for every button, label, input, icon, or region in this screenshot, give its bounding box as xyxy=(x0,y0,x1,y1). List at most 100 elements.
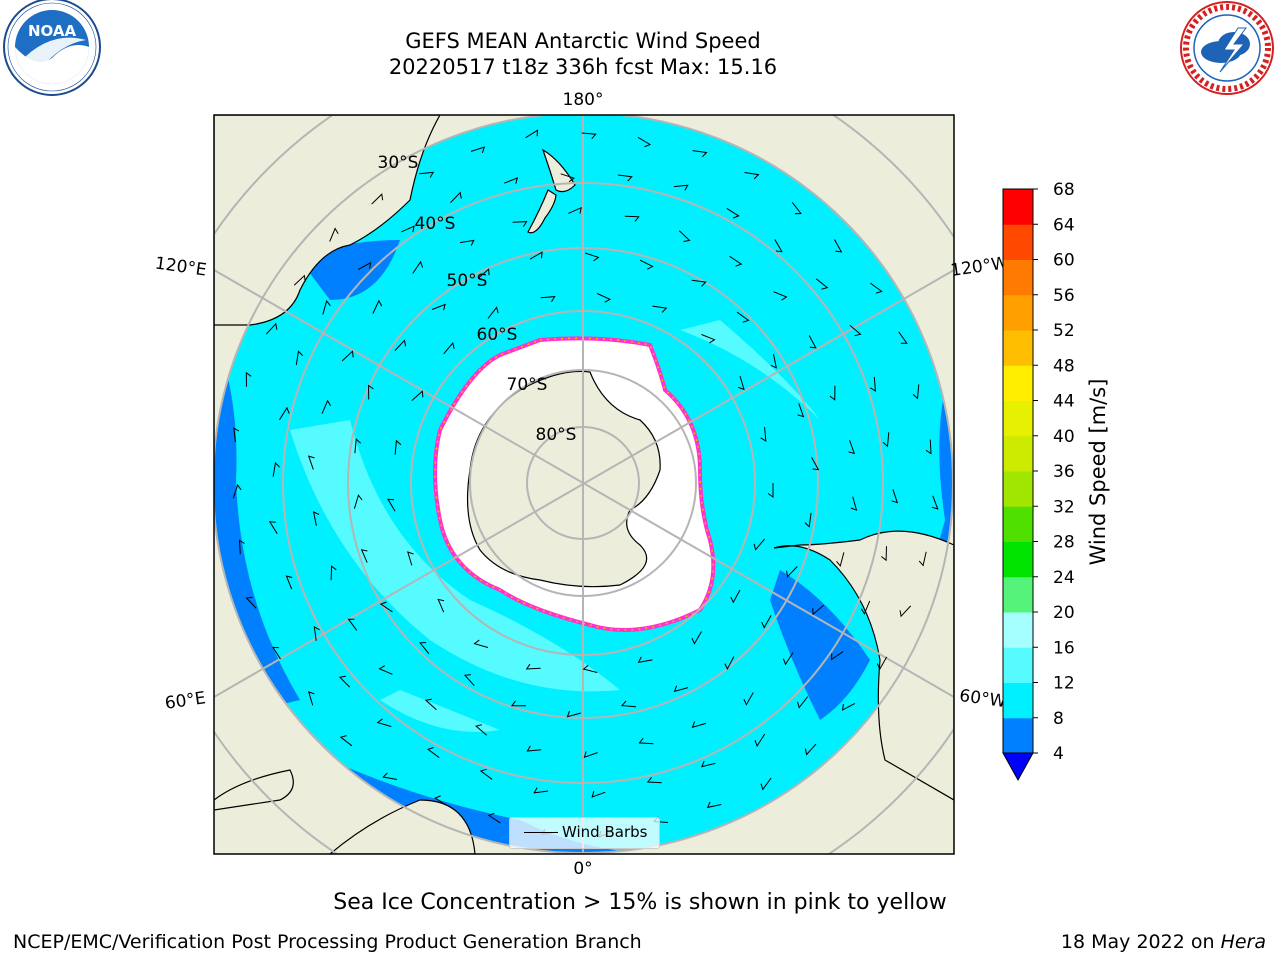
wind-barb xyxy=(744,172,760,180)
wind-barb xyxy=(394,339,407,351)
wind-barb xyxy=(512,221,528,227)
wind-barb xyxy=(925,439,932,455)
wind-barb xyxy=(525,129,539,139)
wind-barb xyxy=(473,639,489,648)
colorbar-tick-label: 8 xyxy=(1053,709,1064,729)
wind-barb xyxy=(638,737,654,745)
wind-barb xyxy=(459,239,475,246)
map-frame xyxy=(213,114,955,855)
wind-barb xyxy=(624,215,640,222)
colorbar-segment xyxy=(1003,647,1033,683)
wind-barb xyxy=(376,718,392,727)
colorbar-tick-label: 20 xyxy=(1053,603,1075,623)
footer-credit: NCEP/EMC/Verification Post Processing Pr… xyxy=(13,931,642,953)
antarctica xyxy=(433,336,716,632)
wind-barb xyxy=(272,461,280,477)
wind-barb xyxy=(882,432,890,448)
wind-barb xyxy=(797,696,809,709)
wind-barb xyxy=(691,721,707,728)
wind-barb xyxy=(463,674,475,687)
colorbar-segment xyxy=(1003,294,1033,331)
wind-barb xyxy=(761,615,772,629)
wind-barb xyxy=(620,700,637,708)
wind-barb xyxy=(568,206,582,214)
colorbar-segment xyxy=(1003,717,1033,754)
wind-barbs xyxy=(232,129,939,838)
wind-barb xyxy=(434,795,448,806)
wind-barb xyxy=(691,279,707,287)
wind-barb xyxy=(285,575,293,590)
wind-barb xyxy=(371,193,384,205)
wind-barb xyxy=(330,565,337,581)
wind-barb xyxy=(504,177,519,184)
wind-barb xyxy=(691,631,702,645)
colorbar-tick-label: 68 xyxy=(1053,180,1075,200)
colorbar-segment xyxy=(1003,400,1033,437)
wind-barb xyxy=(753,538,765,551)
wind-barb xyxy=(770,353,777,369)
noaa-logo-text: NOAA xyxy=(28,22,77,40)
footer-date-text: 18 May 2022 on xyxy=(1060,931,1221,953)
wind-barb xyxy=(596,293,611,303)
lon-label-180: 180° xyxy=(563,90,604,110)
wind-barb xyxy=(533,787,549,794)
wind-barb xyxy=(529,251,543,260)
wind-barb xyxy=(479,768,493,780)
wind-barb xyxy=(678,230,691,242)
lat-label-30s: 30°S xyxy=(378,153,419,173)
wind-barb xyxy=(815,278,829,290)
caption-text: Sea Ice Concentration > 15% is shown in … xyxy=(333,890,947,915)
wind-barb xyxy=(307,691,315,706)
wind-barb xyxy=(431,303,446,311)
colorbar-tick-label: 40 xyxy=(1053,427,1075,447)
lat-label-40s: 40°S xyxy=(415,214,456,234)
wind-barb xyxy=(560,173,576,183)
wind-barb xyxy=(831,651,844,661)
lat-label-80s: 80°S xyxy=(536,425,577,445)
wind-barb xyxy=(424,698,437,711)
wind-barb xyxy=(931,495,939,510)
wind-barb xyxy=(477,268,490,279)
colorbar-tick-label: 36 xyxy=(1053,462,1075,482)
wind-barb xyxy=(338,675,351,688)
wind-barb xyxy=(443,342,455,355)
wind-barb xyxy=(782,652,794,666)
lon-label-60e: 60°E xyxy=(164,688,207,713)
wind-barb xyxy=(354,438,362,454)
wind-barb xyxy=(808,335,817,349)
wind-barb xyxy=(233,427,240,443)
chart-title: GEFS MEAN Antarctic Wind Speed xyxy=(405,29,761,53)
wind-barb xyxy=(791,202,802,215)
wind-barb xyxy=(321,399,332,414)
wind-barb xyxy=(912,384,920,400)
wind-barb xyxy=(470,146,486,153)
wind-barb xyxy=(743,692,754,706)
wind-barb xyxy=(804,512,812,528)
wind-barb xyxy=(312,511,320,526)
wind-barb xyxy=(360,549,368,563)
wind-barb xyxy=(836,552,845,567)
wind-barb xyxy=(566,710,582,718)
wind-barb xyxy=(540,296,556,303)
lon-label-60w: 60°W xyxy=(958,686,1007,712)
wind-barbs-legend: Wind Barbs xyxy=(509,817,660,849)
wind-barb xyxy=(701,760,716,768)
wind-barb xyxy=(639,259,654,270)
wind-barb xyxy=(272,646,281,660)
lat-label-50s: 50°S xyxy=(447,271,488,291)
wind-barb xyxy=(367,384,374,400)
wind-barb xyxy=(918,551,927,567)
wind-barb xyxy=(419,171,435,178)
wind-barb xyxy=(357,261,372,270)
wind-barb xyxy=(407,551,414,566)
wind-barb xyxy=(341,350,354,362)
legend-line-swatch xyxy=(524,832,558,833)
colorbar-tick-label: 24 xyxy=(1053,568,1075,588)
wind-barb xyxy=(372,299,383,314)
wind-barb xyxy=(307,455,315,470)
wind-barb xyxy=(353,494,363,509)
wind-barb xyxy=(378,665,393,675)
colorbar-tick-label: 28 xyxy=(1053,533,1075,553)
noaa-logo: NOAA xyxy=(3,0,101,96)
colorbar-tick-label: 32 xyxy=(1053,497,1075,517)
